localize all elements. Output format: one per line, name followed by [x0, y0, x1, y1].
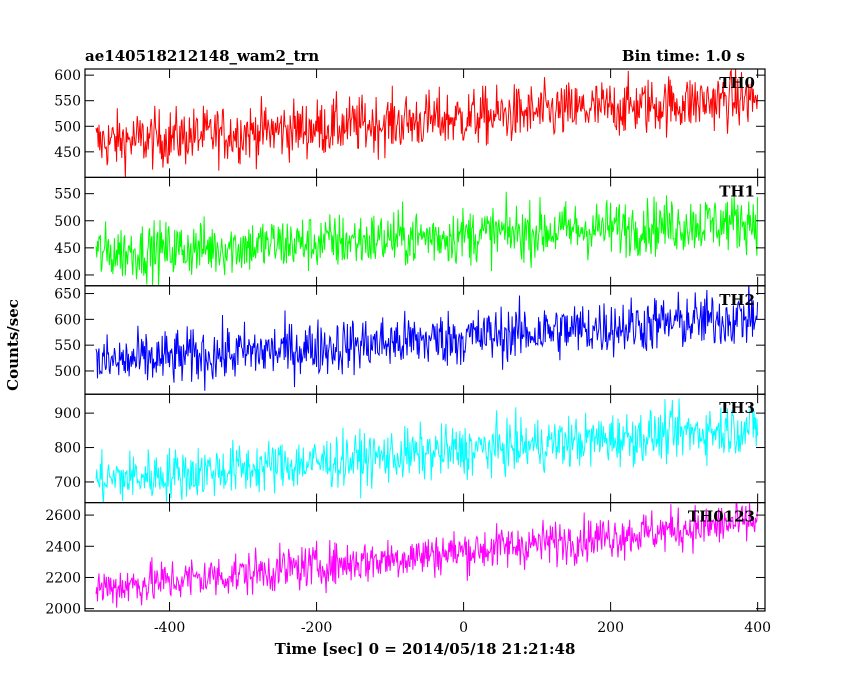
panel-frame: [84, 502, 766, 612]
y-tick-label: 650: [54, 287, 81, 303]
y-tick-label: 500: [54, 364, 81, 380]
x-tick-label: -200: [301, 620, 332, 636]
panel-label-th0123: TH0123: [688, 508, 755, 526]
y-tick-label: 900: [54, 406, 81, 422]
x-axis-label: Time [sec] 0 = 2014/05/18 21:21:48: [275, 640, 576, 658]
y-tick-label: 600: [54, 312, 81, 328]
x-tick-label: 400: [744, 620, 771, 636]
y-tick-label: 550: [54, 94, 81, 110]
series-line-th1: [95, 191, 759, 286]
y-tick-label: 500: [54, 214, 81, 230]
y-tick-label: 550: [54, 338, 81, 354]
x-tick-label: 0: [459, 620, 468, 636]
y-tick-label: 600: [54, 68, 81, 84]
y-tick-label: 2000: [45, 602, 81, 618]
y-tick-label: 400: [54, 268, 81, 284]
panel-label-th2: TH2: [719, 291, 755, 309]
y-tick-label: 500: [54, 119, 81, 135]
x-tick-label: 200: [597, 620, 624, 636]
chart-title: ae140518212148_wam2_trn: [85, 47, 319, 65]
series-line-th0: [95, 69, 759, 178]
chart-panels: 450 500 550 600 TH0 400 450 500 550 TH1 500 550 600 6…: [45, 68, 771, 636]
y-tick-label: 800: [54, 441, 81, 457]
y-tick-label: 2600: [45, 508, 81, 524]
x-tick-label: -400: [154, 620, 185, 636]
y-tick-label: 2400: [45, 539, 81, 555]
panel-label-th0: TH0: [719, 74, 755, 92]
y-tick-label: 700: [54, 475, 81, 491]
series-line-th2: [95, 285, 759, 391]
panel-label-th1: TH1: [719, 182, 755, 200]
bin-time-label: Bin time: 1.0 s: [622, 47, 745, 65]
series-line-th0123: [95, 502, 759, 608]
y-tick-label: 450: [54, 241, 81, 257]
y-tick-label: 2200: [45, 570, 81, 586]
panel-label-th3: TH3: [719, 399, 755, 417]
panel-frame: [84, 68, 766, 179]
y-tick-label: 450: [54, 145, 81, 161]
y-tick-label: 550: [54, 187, 81, 203]
series-line-th3: [95, 398, 759, 503]
y-axis-label: Counts/sec: [4, 299, 22, 391]
